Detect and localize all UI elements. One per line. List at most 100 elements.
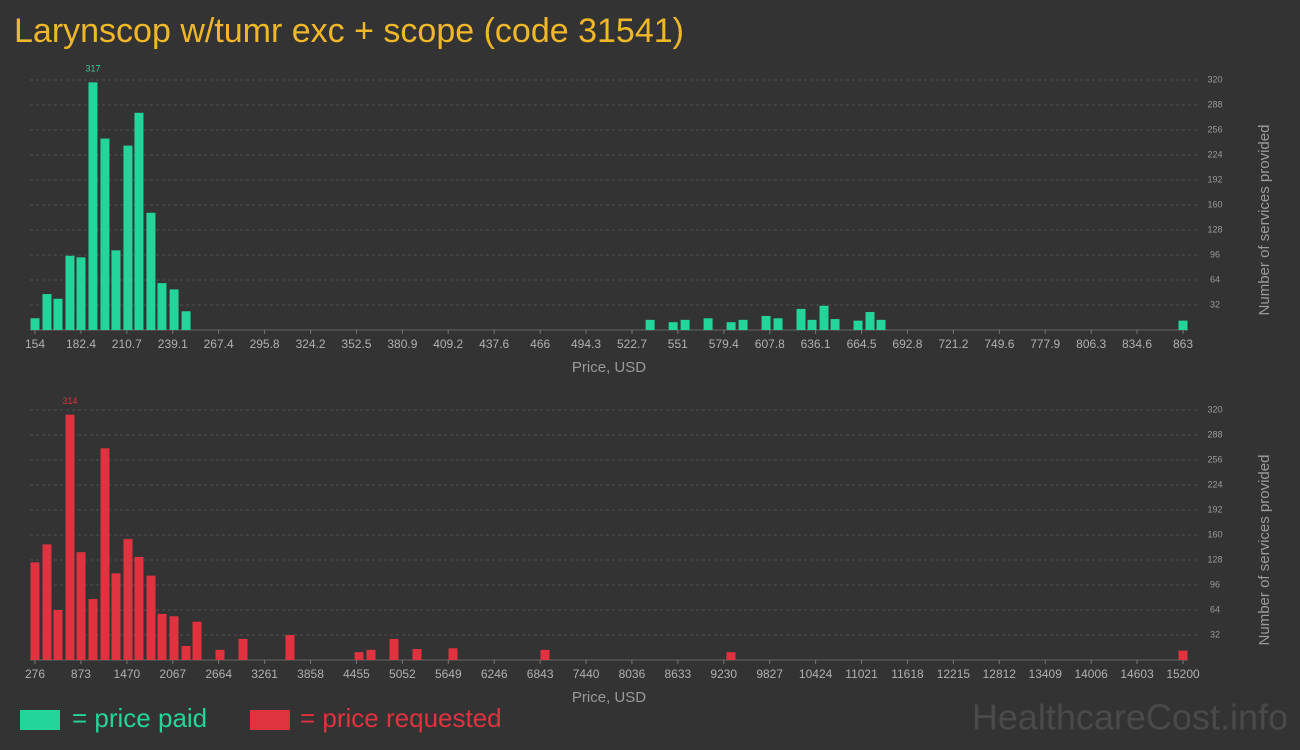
x-tick-label: 5052 (389, 667, 416, 681)
x-tick-label: 182.4 (66, 337, 96, 351)
bar (53, 610, 63, 660)
x-tick-label: 239.1 (158, 337, 188, 351)
y-tick-label: 256 (1207, 124, 1222, 134)
bar (853, 320, 863, 330)
data-label: 317 (85, 64, 100, 74)
bar (123, 145, 133, 330)
bar (726, 652, 736, 660)
bar (181, 645, 191, 660)
bar (76, 257, 86, 330)
y-tick-label: 288 (1207, 99, 1222, 109)
bar (540, 649, 550, 660)
bar (830, 319, 840, 330)
bar (285, 635, 295, 660)
bar (668, 322, 678, 330)
x-tick-label: 494.3 (571, 337, 601, 351)
y-tick-label: 224 (1207, 479, 1222, 489)
bar (238, 638, 248, 660)
bar (157, 283, 167, 330)
x-tick-label: 11021 (845, 667, 878, 681)
x-tick-label: 1470 (113, 667, 140, 681)
y-tick-label: 160 (1207, 529, 1222, 539)
legend-swatch (250, 710, 290, 730)
y-tick-label: 288 (1207, 429, 1222, 439)
x-tick-label: 8036 (619, 667, 646, 681)
y-tick-label: 320 (1207, 74, 1222, 84)
x-tick-label: 777.9 (1030, 337, 1060, 351)
bar (42, 294, 52, 330)
bar (169, 289, 179, 330)
x-tick-label: 2067 (159, 667, 186, 681)
x-tick-label: 14603 (1120, 667, 1154, 681)
x-axis-title: Price, USD (572, 359, 646, 376)
x-tick-label: 210.7 (112, 337, 142, 351)
bar (134, 556, 144, 660)
y-tick-label: 192 (1207, 504, 1222, 514)
bar (865, 312, 875, 330)
y-tick-label: 192 (1207, 174, 1222, 184)
bar (65, 414, 75, 660)
x-tick-label: 12215 (937, 667, 971, 681)
x-tick-label: 154 (25, 337, 45, 351)
y-tick-label: 128 (1207, 224, 1222, 234)
bar (448, 648, 458, 660)
y-tick-label: 128 (1207, 554, 1222, 564)
bar (761, 315, 771, 330)
x-tick-label: 295.8 (250, 337, 280, 351)
x-tick-label: 3261 (251, 667, 278, 681)
x-tick-label: 579.4 (709, 337, 739, 351)
bar (1178, 650, 1188, 660)
y-tick-label: 32 (1210, 299, 1220, 309)
x-tick-label: 664.5 (847, 337, 877, 351)
x-tick-label: 873 (71, 667, 91, 681)
bar (169, 616, 179, 660)
x-tick-label: 551 (668, 337, 688, 351)
bar (88, 82, 98, 330)
bar (146, 212, 156, 330)
y-axis-title: Number of services provided (1256, 455, 1273, 646)
x-axis-title: Price, USD (572, 689, 646, 706)
bar (42, 544, 52, 660)
bar (819, 305, 829, 330)
x-tick-label: 2664 (205, 667, 232, 681)
bar (100, 448, 110, 660)
x-tick-label: 276 (25, 667, 45, 681)
bar (88, 599, 98, 660)
x-tick-label: 6843 (527, 667, 554, 681)
x-tick-label: 6246 (481, 667, 508, 681)
bar (1178, 320, 1188, 330)
x-tick-label: 834.6 (1122, 337, 1152, 351)
bar (157, 613, 167, 660)
x-tick-label: 352.5 (341, 337, 371, 351)
bar (192, 621, 202, 660)
x-tick-label: 607.8 (755, 337, 785, 351)
data-label: 314 (62, 396, 77, 406)
x-tick-label: 4455 (343, 667, 370, 681)
bar (53, 298, 63, 330)
bar (30, 318, 40, 330)
x-tick-label: 437.6 (479, 337, 509, 351)
y-tick-label: 160 (1207, 199, 1222, 209)
x-tick-label: 8633 (664, 667, 691, 681)
bar (123, 538, 133, 660)
bar (181, 311, 191, 330)
bar (30, 562, 40, 660)
x-tick-label: 863 (1173, 337, 1193, 351)
x-tick-label: 806.3 (1076, 337, 1106, 351)
y-tick-label: 32 (1210, 629, 1220, 639)
y-tick-label: 96 (1210, 579, 1220, 589)
x-tick-label: 380.9 (387, 337, 417, 351)
x-tick-label: 409.2 (433, 337, 463, 351)
bar (738, 319, 748, 330)
x-tick-label: 15200 (1166, 667, 1200, 681)
y-tick-label: 64 (1210, 274, 1220, 284)
y-tick-label: 96 (1210, 249, 1220, 259)
bar (111, 250, 121, 330)
legend-swatch (20, 710, 60, 730)
bar (645, 319, 655, 330)
x-tick-label: 11618 (891, 667, 924, 681)
bar (100, 138, 110, 330)
bar (111, 573, 121, 660)
legend-label: = price requested (300, 703, 502, 733)
